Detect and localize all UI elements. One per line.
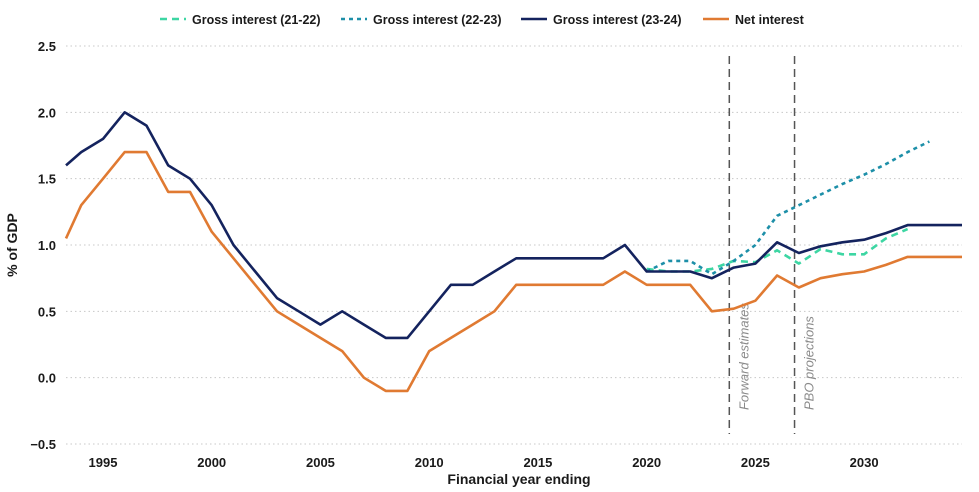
- y-axis-ticks: −0.5 0.0 0.5 1.0 1.5 2.0 2.5: [30, 39, 56, 452]
- y-tick-label: 1.5: [38, 172, 56, 187]
- series-line: [64, 150, 962, 393]
- gridlines: [66, 45, 962, 445]
- series-line: [65, 111, 962, 340]
- legend-label: Gross interest (22-23): [373, 13, 502, 27]
- y-tick-label: 2.5: [38, 39, 56, 54]
- y-tick-label: 0.0: [38, 371, 56, 386]
- x-tick-label: 2005: [306, 455, 335, 470]
- x-tick-label: 1995: [89, 455, 118, 470]
- x-tick-label: 2015: [523, 455, 552, 470]
- x-tick-label: 2010: [415, 455, 444, 470]
- legend-label: Net interest: [735, 13, 805, 27]
- legend-label: Gross interest (23-24): [553, 13, 682, 27]
- x-tick-label: 2025: [741, 455, 770, 470]
- y-tick-label: 2.0: [38, 105, 56, 120]
- y-axis-label: % of GDP: [4, 213, 20, 277]
- series-line: [646, 140, 930, 276]
- annotation-label: PBO projections: [802, 316, 817, 410]
- x-tick-label: 2020: [632, 455, 661, 470]
- series-lines: [64, 111, 962, 393]
- x-tick-label: 2030: [850, 455, 879, 470]
- x-axis-ticks: 1995 2000 2005 2010 2015 2020 2025 2030: [89, 455, 879, 470]
- series-line: [646, 227, 909, 273]
- y-tick-label: 1.0: [38, 238, 56, 253]
- projection-markers: Forward estimates PBO projections: [728, 56, 817, 434]
- x-axis-label: Financial year ending: [447, 471, 590, 487]
- y-tick-label: −0.5: [30, 437, 56, 452]
- legend: Gross interest (21-22) Gross interest (22…: [160, 13, 805, 27]
- x-tick-label: 2000: [197, 455, 226, 470]
- legend-label: Gross interest (21-22): [192, 13, 321, 27]
- y-tick-label: 0.5: [38, 304, 56, 319]
- annotation-label: Forward estimates: [736, 303, 751, 410]
